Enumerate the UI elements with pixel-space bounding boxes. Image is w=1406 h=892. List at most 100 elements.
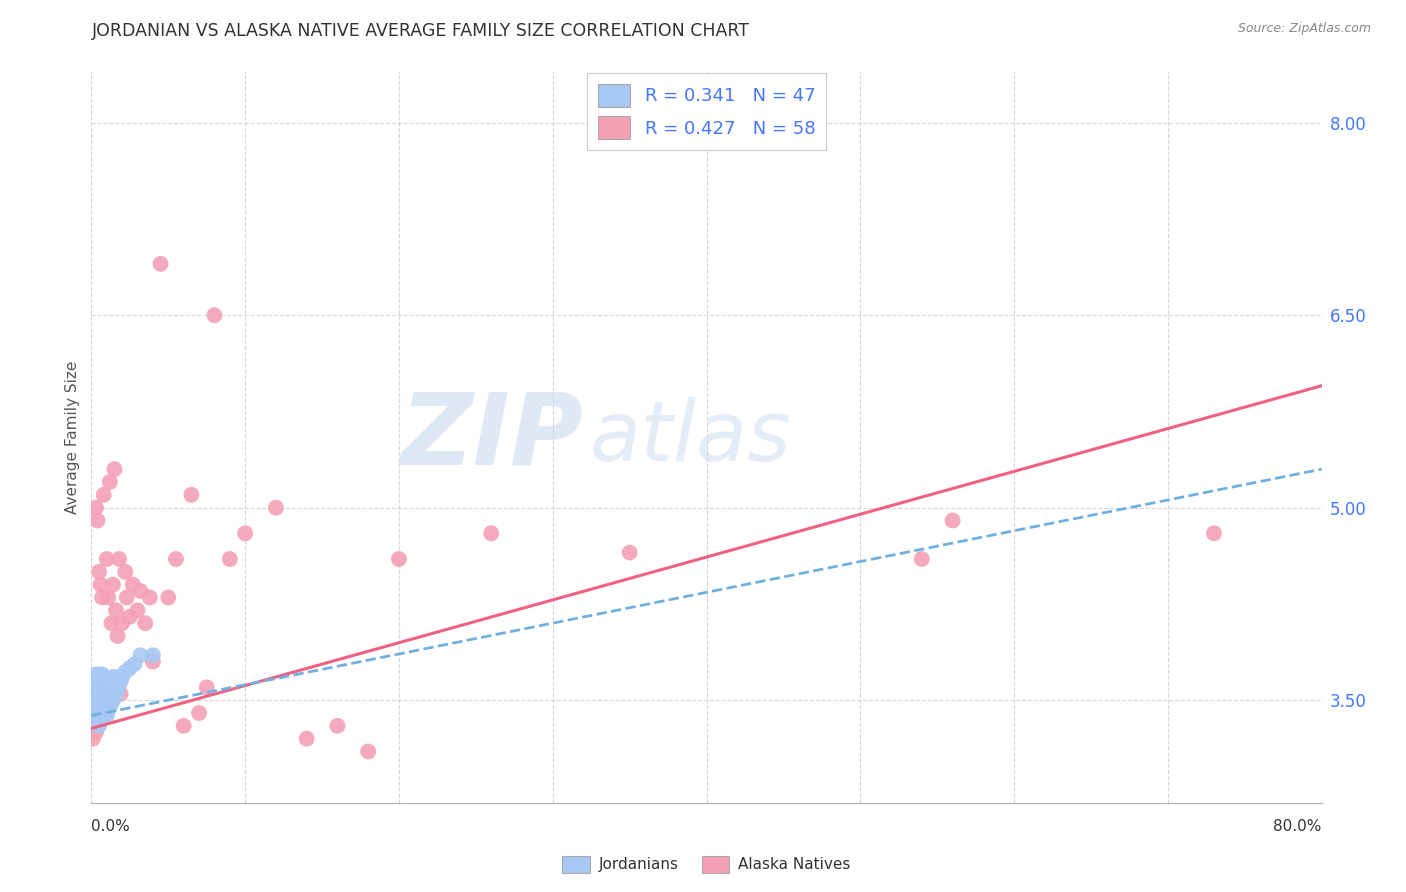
Point [87,565,110,579]
Point [90,577,112,591]
Text: atlas: atlas [589,397,792,477]
Point [111,670,134,684]
Point [157,591,180,605]
Point [90,712,112,726]
Point [91,712,114,726]
Point [218,552,240,566]
Point [127,603,149,617]
Point [129,584,152,599]
Point [83,687,105,701]
Point [202,308,225,322]
Point [86,673,108,688]
Point [103,690,125,705]
Point [105,603,127,617]
Point [101,693,124,707]
Point [84,667,107,681]
Point [96,552,118,566]
Point [86,687,108,701]
Point [114,665,136,679]
Point [91,667,114,681]
Text: Source: ZipAtlas.com: Source: ZipAtlas.com [1237,22,1371,36]
Point [142,655,165,669]
Point [96,673,118,688]
Point [96,706,118,720]
Point [107,682,129,697]
Point [94,706,117,720]
Point [942,514,965,528]
Point [103,670,125,684]
Point [86,719,108,733]
Point [83,673,105,688]
Point [134,616,156,631]
Point [295,731,318,746]
Point [96,693,118,707]
Point [122,577,145,591]
Point [114,565,136,579]
Point [100,673,122,688]
Point [100,616,122,631]
Point [105,687,127,701]
Point [87,719,110,733]
Point [619,545,641,559]
Point [110,687,132,701]
Point [87,681,110,695]
Point [188,706,211,720]
Point [98,475,121,489]
Point [173,719,195,733]
Point [149,257,172,271]
Point [86,514,108,528]
Point [911,552,934,566]
Point [98,678,121,692]
Point [195,681,218,695]
Point [87,667,110,681]
Point [87,687,110,701]
Point [101,577,124,591]
Point [86,712,108,726]
Point [93,673,115,688]
Point [87,699,110,714]
Point [96,708,118,723]
Point [93,693,115,707]
Point [91,706,114,720]
Point [103,462,125,476]
Point [326,719,349,733]
Point [118,661,141,675]
Point [97,681,120,695]
Point [1202,526,1225,541]
Point [108,552,131,566]
Point [264,500,287,515]
Point [93,693,115,707]
Point [142,648,165,663]
Point [180,488,202,502]
Point [124,657,146,672]
Point [97,591,120,605]
Point [129,648,152,663]
Point [94,687,117,701]
Point [111,616,134,631]
Text: 80.0%: 80.0% [1274,819,1322,834]
Text: 0.0%: 0.0% [91,819,131,834]
Point [94,687,117,701]
Point [84,725,107,739]
Point [87,712,110,726]
Point [86,687,108,701]
Text: ZIP: ZIP [401,389,583,485]
Point [233,526,256,541]
Point [98,699,121,714]
Point [90,706,112,720]
Point [93,708,115,723]
Point [84,706,107,720]
Point [84,693,107,707]
Point [93,488,115,502]
Point [101,670,124,684]
Point [479,526,502,541]
Legend: Jordanians, Alaska Natives: Jordanians, Alaska Natives [557,849,856,880]
Point [83,712,105,726]
Point [91,687,114,701]
Point [90,693,112,707]
Y-axis label: Average Family Size: Average Family Size [65,360,80,514]
Point [94,670,117,684]
Point [107,629,129,643]
Point [388,552,411,566]
Point [91,591,114,605]
